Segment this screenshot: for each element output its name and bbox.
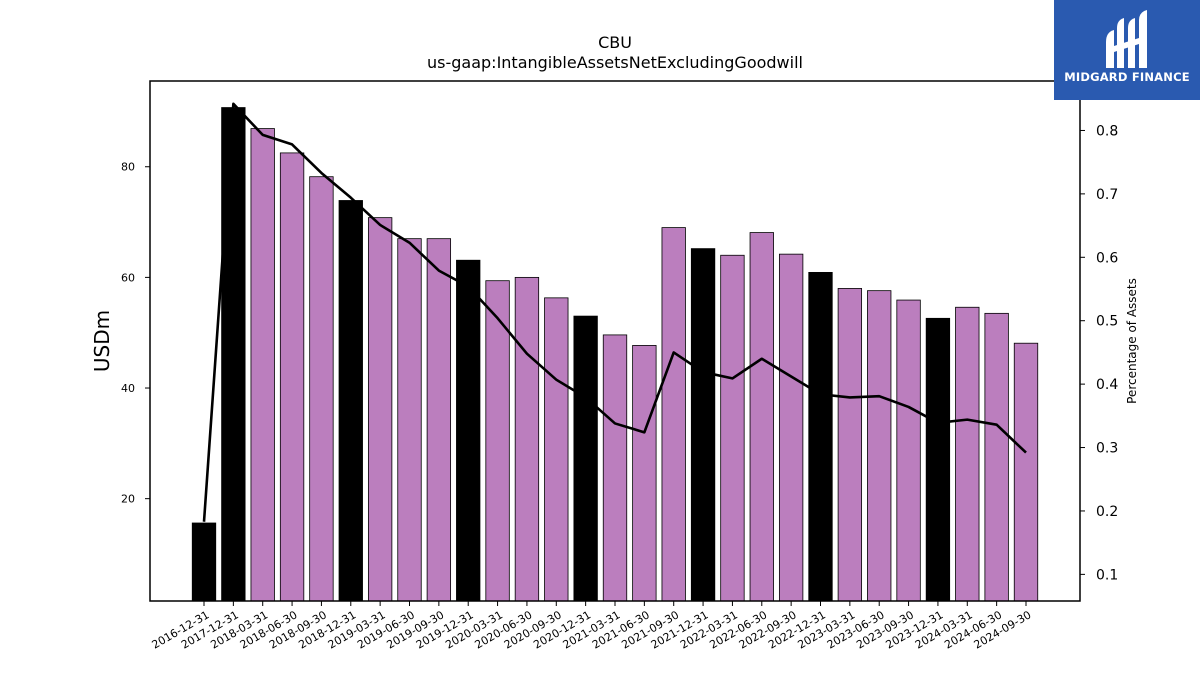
y-tick-label: 80 xyxy=(121,161,135,174)
bar xyxy=(1013,342,1039,602)
y2-tick-label: 0.5 xyxy=(1096,314,1118,330)
bar xyxy=(632,345,657,602)
bar xyxy=(984,312,1009,602)
bar xyxy=(397,238,422,602)
bar xyxy=(456,259,481,602)
bar xyxy=(690,248,716,602)
y-tick-label: 60 xyxy=(121,271,135,284)
y2-tick-label: 0.3 xyxy=(1096,441,1118,457)
bar xyxy=(221,107,246,602)
bar xyxy=(925,317,951,602)
bar-group xyxy=(191,107,1039,602)
logo-mark-icon xyxy=(1106,10,1147,68)
chart-subtitle: us-gaap:IntangibleAssetsNetExcludingGood… xyxy=(427,53,803,72)
bar xyxy=(426,238,452,602)
y2-tick-label: 0.2 xyxy=(1096,504,1118,520)
bar xyxy=(896,299,921,602)
bar xyxy=(749,232,774,602)
bar xyxy=(191,522,217,602)
bar xyxy=(338,200,363,602)
bar xyxy=(602,334,628,602)
y2-tick-label: 0.4 xyxy=(1096,377,1118,393)
bar xyxy=(837,288,863,602)
bar xyxy=(867,290,892,602)
y-tick-label: 40 xyxy=(121,382,135,395)
chart-title: CBU xyxy=(598,33,632,52)
bar xyxy=(309,176,334,602)
bar xyxy=(778,253,804,602)
bar xyxy=(808,271,833,602)
logo-text: MIDGARD FINANCE xyxy=(1064,70,1190,84)
percentage-line xyxy=(202,102,1027,522)
y2-tick-label: 0.8 xyxy=(1096,123,1118,139)
line-group xyxy=(202,102,1027,522)
bar xyxy=(367,217,393,602)
y-tick-label: 20 xyxy=(121,493,135,506)
y2-tick-label: 0.7 xyxy=(1096,187,1118,203)
y2-tick-label: 0.1 xyxy=(1096,567,1118,583)
bar xyxy=(573,315,598,602)
y2-axis-label: Percentage of Assets xyxy=(1125,278,1139,404)
bar xyxy=(661,227,686,602)
y2-tick-label: 0.6 xyxy=(1096,250,1118,266)
brand-logo: MIDGARD FINANCE xyxy=(1054,0,1200,100)
bar xyxy=(279,152,305,602)
bar xyxy=(955,306,980,602)
bar xyxy=(544,297,569,602)
bar xyxy=(250,128,275,602)
y-axis-label: USDm xyxy=(90,310,114,372)
bar xyxy=(514,276,540,602)
bar xyxy=(720,254,745,602)
